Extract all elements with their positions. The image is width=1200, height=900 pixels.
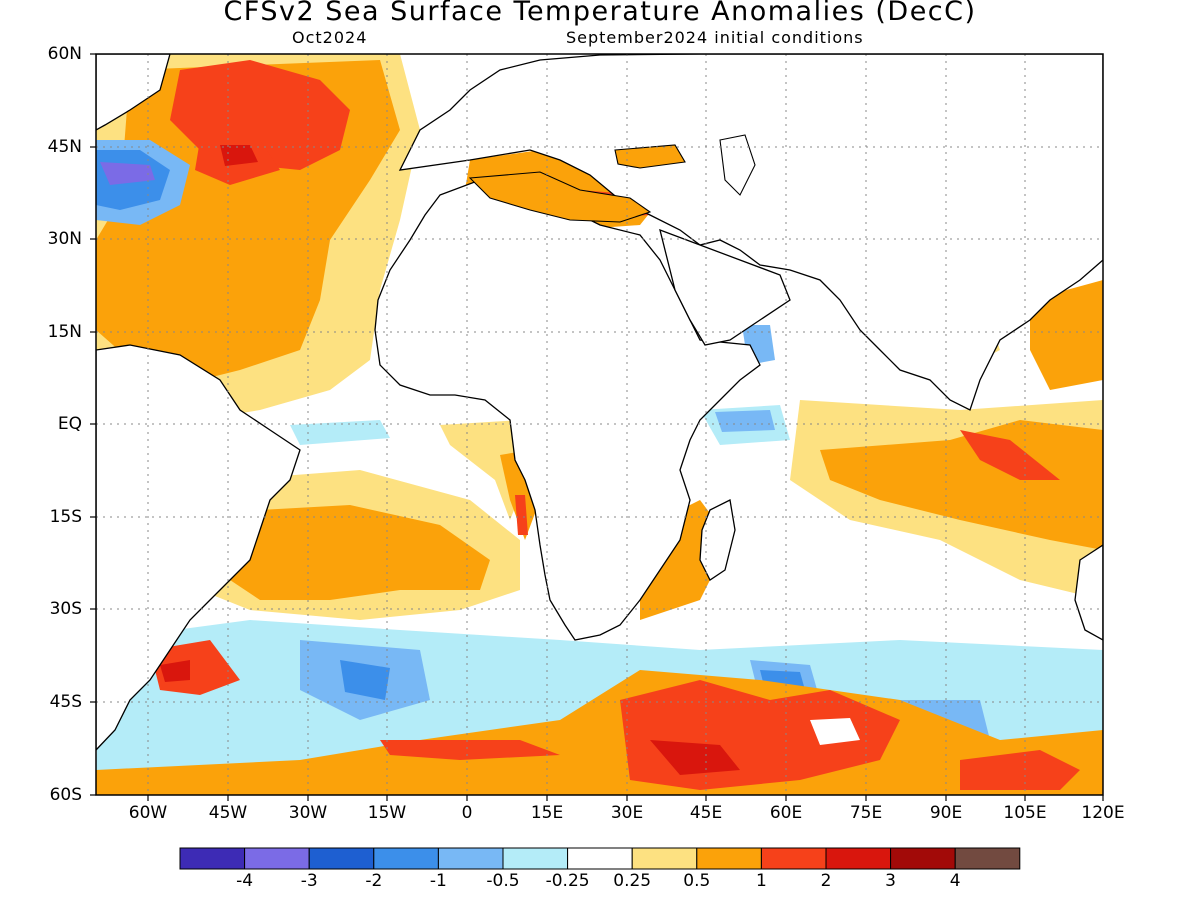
lon-label: 15W bbox=[367, 803, 407, 823]
colorbar-label: 3 bbox=[885, 871, 896, 891]
lon-label: 60W bbox=[128, 803, 168, 823]
colorbar-label: 0.25 bbox=[613, 871, 652, 891]
initial-conditions: September2024 initial conditions bbox=[566, 28, 864, 47]
colorbar-label: -0.5 bbox=[486, 871, 520, 891]
arabia-outline bbox=[659, 228, 791, 346]
lat-label: 60N bbox=[47, 44, 82, 64]
inland-seas bbox=[468, 134, 756, 223]
lon-label: 15E bbox=[530, 803, 564, 823]
madagascar-outline bbox=[699, 499, 736, 581]
lat-label: 45N bbox=[47, 137, 82, 157]
graticule bbox=[96, 54, 1103, 795]
coastlines bbox=[96, 54, 1103, 751]
lon-label: 45W bbox=[208, 803, 248, 823]
colorbar-label: 1 bbox=[755, 871, 767, 891]
colorbar-swatch bbox=[825, 847, 892, 870]
colorbar-swatch bbox=[373, 847, 439, 870]
lat-label: 15N bbox=[47, 322, 82, 342]
lon-label: 60E bbox=[769, 803, 803, 823]
colorbar-label: -0.25 bbox=[545, 871, 590, 891]
colorbar-swatch bbox=[760, 847, 827, 870]
map-title: CFSv2 Sea Surface Temperature Anomalies … bbox=[223, 0, 977, 27]
forecast-month: Oct2024 bbox=[292, 28, 368, 47]
lon-label: 75E bbox=[849, 803, 883, 823]
colorbar-label: -2 bbox=[365, 871, 383, 891]
colorbar-label: -4 bbox=[236, 871, 254, 891]
lon-label: 30E bbox=[610, 803, 644, 823]
australia-outline bbox=[1074, 544, 1103, 641]
lon-label: 90E bbox=[929, 803, 963, 823]
lat-label: 30N bbox=[47, 229, 82, 249]
colorbar-swatch bbox=[308, 847, 375, 870]
lon-label: 30W bbox=[288, 803, 328, 823]
colorbar-swatch bbox=[890, 847, 956, 870]
colorbar-swatch bbox=[696, 847, 762, 870]
colorbar-swatch bbox=[502, 847, 569, 870]
colorbar-swatch bbox=[631, 847, 698, 870]
lon-label: 45E bbox=[689, 803, 723, 823]
colorbar-swatch bbox=[244, 847, 310, 870]
colorbar-swatch bbox=[567, 847, 633, 870]
lat-label: EQ bbox=[57, 414, 82, 434]
colorbar-label: -3 bbox=[300, 871, 318, 891]
colorbar-label: -1 bbox=[429, 871, 447, 891]
colorbar-label: 0.5 bbox=[683, 871, 711, 891]
lon-label: 105E bbox=[1003, 803, 1047, 823]
colorbar-label: 2 bbox=[820, 871, 832, 891]
south-america-outline bbox=[96, 344, 301, 751]
lat-label: 60S bbox=[49, 785, 82, 805]
lat-label: 15S bbox=[49, 507, 82, 527]
lat-label: 30S bbox=[49, 599, 82, 619]
colorbar-label: 4 bbox=[949, 871, 961, 891]
greenland-outline bbox=[96, 54, 171, 131]
lon-label: 120E bbox=[1081, 803, 1125, 823]
lon-label: 0 bbox=[461, 803, 473, 823]
colorbar-swatch bbox=[954, 847, 1021, 870]
lat-label: 45S bbox=[49, 692, 82, 712]
colorbar-swatch bbox=[179, 847, 246, 870]
axis-ticks bbox=[90, 53, 1104, 801]
colorbar-swatch bbox=[437, 847, 504, 870]
